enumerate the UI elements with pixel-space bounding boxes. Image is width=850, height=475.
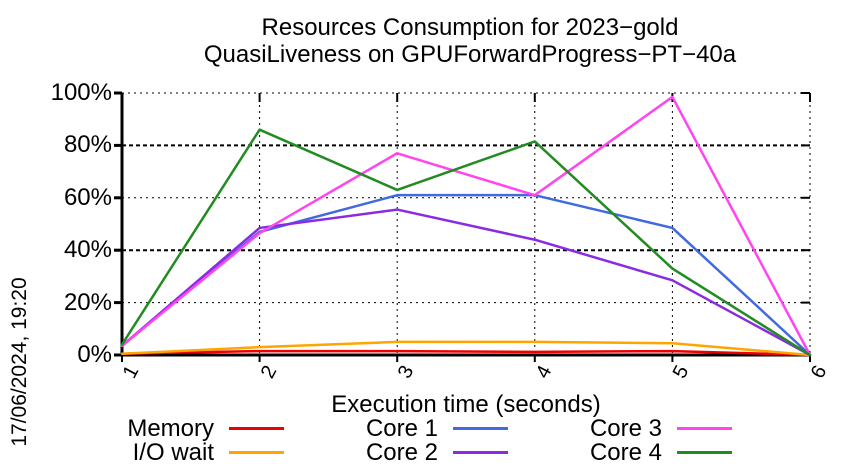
y-tick-label-100pct: 100% (50, 79, 112, 106)
y-tick-label-60pct: 60% (63, 183, 112, 211)
chart-title-line1: Resources Consumption for 2023−gold (261, 14, 679, 41)
legend-line-swatch (229, 451, 284, 454)
legend-line-swatch (229, 427, 284, 430)
chart-title-line2: QuasiLiveness on GPUForwardProgress−PT−4… (203, 41, 737, 68)
legend-item-memory: Memory (118, 415, 284, 442)
legend-label: Core 1 (365, 415, 438, 442)
chart-legend: Memory I/O wait Core 1 Core 2 Core 3 Core 4 (0, 415, 850, 466)
x-axis-title: Execution time (seconds) (331, 391, 601, 418)
legend-item-core-2: Core 2 (342, 439, 508, 466)
legend-grid: Memory I/O wait Core 1 Core 2 Core 3 Core 4 (118, 415, 732, 466)
legend-line-swatch (677, 427, 732, 430)
legend-label: Core 2 (365, 439, 438, 466)
series-line-core-2 (120, 208, 812, 357)
series-line-core-1 (120, 193, 812, 357)
legend-item-core-1: Core 1 (342, 415, 508, 442)
legend-item-core-4: Core 4 (566, 439, 732, 466)
legend-item-i-o-wait: I/O wait (118, 439, 284, 466)
chart-title: Resources Consumption for 2023−gold Quas… (90, 14, 850, 68)
y-tick-label-80pct: 80% (63, 131, 112, 159)
series-line-core-4 (120, 128, 812, 357)
legend-label: Memory (127, 415, 214, 442)
legend-label: Core 4 (589, 439, 662, 466)
legend-item-core-3: Core 3 (566, 415, 732, 442)
y-tick-label-0pct: 0% (77, 341, 112, 368)
series-line-memory (120, 349, 812, 357)
series-line-core-3 (120, 95, 812, 357)
legend-label: I/O wait (132, 439, 214, 466)
y-tick-label-20pct: 20% (63, 288, 112, 316)
series-line-i-o-wait (120, 340, 812, 357)
legend-line-swatch (453, 451, 508, 454)
y-tick-label-40pct: 40% (63, 236, 112, 264)
legend-line-swatch (677, 451, 732, 454)
legend-label: Core 3 (589, 415, 662, 442)
legend-line-swatch (453, 427, 508, 430)
